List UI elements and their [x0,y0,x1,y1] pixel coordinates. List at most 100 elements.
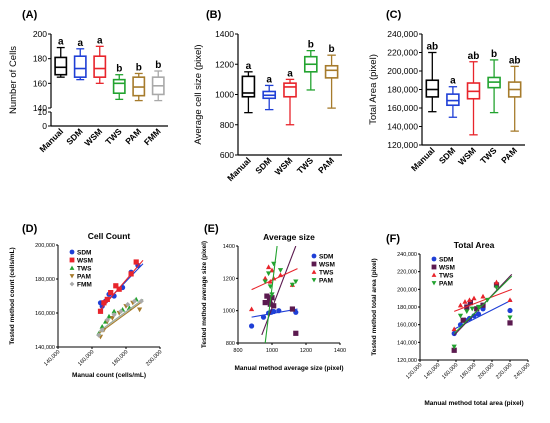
y-tick-label: 160,000 [387,103,418,113]
panel-label: (D) [22,223,38,235]
y-tick-label: 1000 [215,90,234,100]
fit-line [453,275,513,334]
significance-letter: b [491,49,497,60]
data-point [111,312,117,318]
box-SDM: a SDM [64,38,87,147]
y-tick-label: 220,000 [387,48,418,58]
series-PAM [451,275,513,350]
plot-area [451,273,513,353]
data-point [262,279,268,285]
x-tick-label: 240,000 [513,362,531,380]
y-tick-label: 1400 [215,29,234,39]
iqr-box [73,55,87,78]
x-axis-label: Manual method average size (pixel) [234,365,343,372]
data-point [460,317,466,323]
fit-line [100,259,144,310]
data-point [99,327,105,333]
scatter-panel-5: (F) Total Area120,000140,000160,000180,00… [371,233,531,407]
data-point [101,300,107,306]
data-point [266,271,272,277]
chart-title: Average size [263,232,315,242]
significance-letter: a [287,68,293,79]
data-point [96,332,102,338]
data-point [131,298,138,304]
iqr-box [241,75,256,98]
box-PAM: b PAM [316,44,339,175]
data-point [249,306,255,312]
x-tick-label: WSM [273,155,295,177]
data-point [493,282,500,288]
x-tick-label: 220,000 [495,362,513,380]
data-point [266,264,272,270]
data-point [111,308,117,314]
data-point [125,301,131,308]
data-point [262,275,268,281]
data-point [97,308,104,314]
significance-letter: b [136,62,142,73]
data-point [277,268,284,273]
y-tick-label: 10 [38,107,48,117]
y-tick-label: 240,000 [397,252,417,258]
x-axis-label: Manual count (cells/mL) [72,372,146,379]
data-point [507,297,513,303]
y-tick-label: 1000 [223,309,235,315]
legend-marker [431,272,437,277]
y-tick-label: 160,000 [35,311,55,317]
data-point [271,303,277,309]
y-tick-label: 1200 [223,276,235,282]
legend-label: SDM [319,253,333,260]
y-tick-label: 140,000 [397,340,417,346]
y-tick-label: 1400 [223,244,235,250]
legend-label: PAM [319,277,333,284]
data-point [104,317,110,323]
iqr-box [93,55,107,78]
y-tick-label: 800 [226,341,235,347]
box-SDM: a SDM [253,74,277,176]
series-FMM [96,298,144,338]
scatter-panel-3: (D) Cell Count 140,000 160,000 180,000 200,00… [9,223,163,379]
data-point [104,296,110,302]
boxplot-panel-1: (B) 600 800 1000 1200 1400 Average cell size (… [193,9,342,183]
legend-label: FMM [77,281,92,288]
box-WSM: a WSM [82,35,107,148]
fit-line [454,288,512,312]
data-point [128,271,134,277]
data-point [276,308,282,314]
data-point [262,299,268,306]
x-axis-label: Manual method total area (pixel) [424,400,523,407]
scatter-panel-4: (E) Average size 800 1000 1200 1400 800 1000 120… [201,223,346,372]
legend-marker [311,269,317,274]
significance-letter: ab [468,51,480,62]
legend-marker [69,274,75,279]
iqr-box [112,78,126,94]
y-tick-label: 180,000 [387,85,418,95]
x-tick-label: 160,000 [441,362,459,380]
fit-line [98,298,144,333]
y-tick-label: 200,000 [397,287,417,293]
x-tick-label: PAM [499,145,519,165]
y-tick-label: 1200 [215,59,234,69]
data-point [467,299,473,306]
data-point [138,298,144,304]
legend-marker [69,265,75,270]
data-point [475,304,482,310]
y-axis-label: Tested method average size (pixel) [201,241,208,348]
y-axis-label: Tested method total area (pixel) [371,258,378,355]
data-point [108,290,114,296]
legend-label: WSM [319,261,335,268]
boxplot-panel-2: (C) 120,000 140,000 160,000 180,000 200,000 22… [368,9,525,173]
legend-label: PAM [439,280,453,287]
data-point [480,293,486,299]
iqr-box [54,56,68,76]
iqr-box [446,93,460,107]
x-tick-label: 800 [233,348,242,354]
iqr-box [283,82,297,98]
box-PAM: b PAM [123,62,146,146]
legend-label: PAM [77,273,91,280]
legend-marker [69,249,75,255]
data-point [507,315,513,321]
y-tick-label: 160 [33,78,47,88]
x-tick-label: SDM [64,126,84,146]
